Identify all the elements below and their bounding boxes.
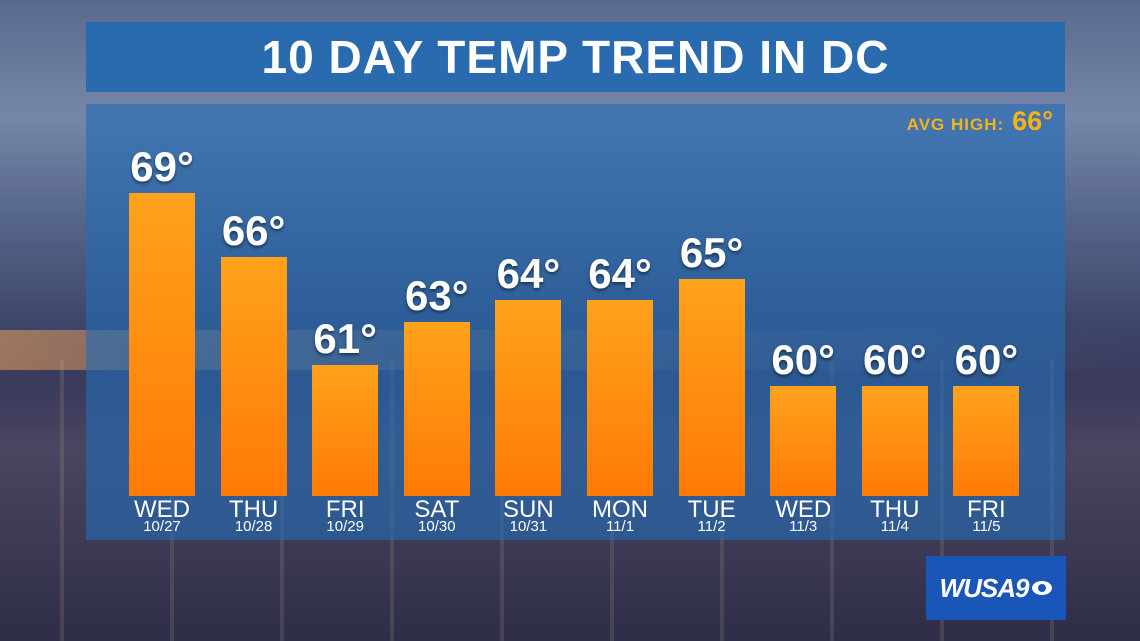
date-label: 11/5	[972, 518, 1001, 535]
station-logo: WUSA9	[926, 556, 1066, 620]
day-label: TUE	[687, 496, 736, 523]
bar-fri-10-29	[312, 364, 379, 496]
title-bar: 10 DAY TEMP TREND IN DC	[86, 22, 1065, 92]
chart-panel: AVG HIGH: 66° 69° WED 10/27 66° THU 10/28 61° F…	[86, 104, 1065, 540]
bar-fri-11-5	[953, 386, 1020, 496]
bar-thu-11-4	[861, 386, 928, 496]
value-label: 69°	[130, 142, 194, 190]
date-label: 10/31	[509, 518, 548, 535]
value-label: 64°	[588, 250, 652, 297]
value-label: 66°	[221, 207, 286, 254]
date-label: 10/29	[326, 518, 364, 535]
avg-high-label: AVG HIGH:	[906, 115, 1005, 134]
value-label: 64°	[496, 250, 561, 297]
day-label: FRI	[967, 496, 1006, 523]
bar-mon-11-1	[587, 300, 653, 496]
value-label: 65°	[679, 228, 744, 276]
bar-thu-10-28	[220, 257, 287, 496]
bar-wed-10-27	[129, 192, 195, 496]
date-label: 10/28	[234, 518, 273, 535]
value-label: 61°	[313, 314, 377, 362]
cbs-eye-icon	[1032, 581, 1053, 595]
bar-sat-10-30	[403, 321, 470, 496]
chart-title: 10 DAY TEMP TREND IN DC	[261, 31, 890, 83]
day-label: THU	[228, 496, 279, 523]
day-label: SAT	[414, 496, 460, 523]
date-label: 10/30	[418, 518, 456, 535]
date-label: 11/1	[605, 518, 635, 535]
bar-tue-11-2	[678, 278, 745, 496]
date-label: 11/3	[789, 518, 818, 535]
bar-wed-11-3	[770, 386, 837, 496]
day-label: THU	[870, 496, 920, 523]
value-label: 60°	[954, 336, 1019, 383]
avg-high-value: 66°	[1012, 106, 1053, 136]
day-label: MON	[592, 496, 648, 523]
date-label: 10/27	[143, 518, 181, 535]
date-label: 11/2	[697, 518, 726, 535]
value-label: 60°	[771, 336, 835, 383]
date-label: 11/4	[880, 518, 909, 535]
day-label: SUN	[503, 496, 554, 523]
value-label: 60°	[863, 336, 927, 383]
avg-high: AVG HIGH: 66°	[907, 106, 1053, 137]
day-label: WED	[775, 496, 832, 523]
value-label: 63°	[405, 271, 469, 319]
day-label: WED	[134, 496, 190, 523]
logo-text: WUSA9	[939, 572, 1030, 603]
day-label: FRI	[325, 496, 365, 523]
bar-sun-10-31	[495, 300, 562, 496]
